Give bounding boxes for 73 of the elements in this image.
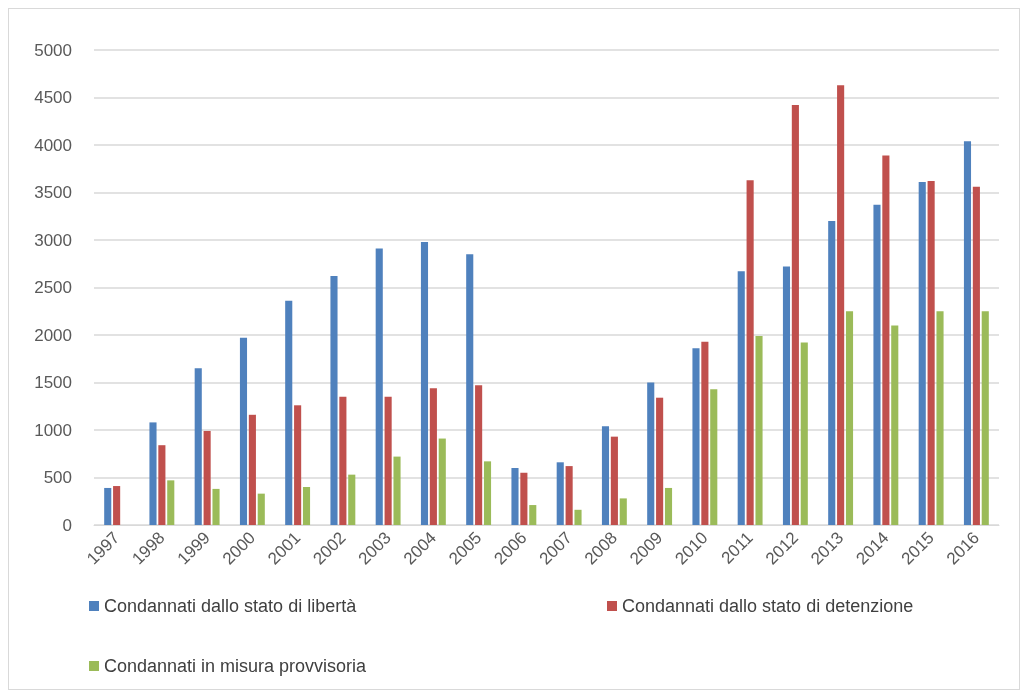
bar bbox=[800, 342, 808, 525]
bar bbox=[529, 505, 537, 525]
bar bbox=[375, 248, 383, 525]
bar bbox=[285, 300, 293, 525]
bar bbox=[664, 487, 673, 525]
bar bbox=[483, 461, 492, 525]
bar bbox=[782, 266, 791, 525]
y-tick-label: 5000 bbox=[34, 40, 72, 60]
bar bbox=[194, 368, 202, 525]
y-tick-label: 3000 bbox=[34, 230, 72, 250]
bar bbox=[791, 105, 799, 525]
bar bbox=[701, 341, 709, 525]
bar bbox=[619, 498, 627, 525]
bar bbox=[710, 389, 718, 525]
bar bbox=[294, 405, 302, 525]
bar bbox=[873, 204, 881, 525]
bar bbox=[429, 388, 437, 525]
bar bbox=[393, 456, 401, 525]
y-tick-label: 4000 bbox=[34, 135, 72, 155]
bar bbox=[755, 335, 763, 525]
y-tick-label: 0 bbox=[62, 515, 72, 535]
bar bbox=[972, 186, 980, 525]
bar bbox=[203, 430, 211, 525]
bar bbox=[574, 509, 582, 525]
bar bbox=[420, 241, 429, 525]
bar bbox=[330, 276, 338, 525]
bar bbox=[936, 311, 944, 525]
bar bbox=[891, 325, 899, 525]
bar bbox=[963, 141, 972, 525]
bar bbox=[257, 493, 265, 525]
bar bbox=[113, 486, 121, 525]
bar bbox=[845, 311, 854, 525]
bar bbox=[656, 397, 664, 525]
bar bbox=[511, 468, 519, 525]
bar bbox=[882, 155, 890, 525]
y-tick-label: 2500 bbox=[34, 278, 72, 297]
bar bbox=[610, 436, 618, 525]
legend-label: Condannati dallo stato di libertà bbox=[104, 596, 358, 616]
bar bbox=[212, 488, 220, 525]
bar bbox=[601, 426, 610, 525]
bar bbox=[438, 438, 446, 525]
y-tick-label: 500 bbox=[43, 468, 72, 487]
bar bbox=[248, 414, 256, 525]
bar bbox=[348, 474, 356, 525]
bar bbox=[302, 487, 311, 525]
bar bbox=[104, 487, 112, 525]
bar bbox=[520, 472, 528, 525]
bar bbox=[692, 348, 700, 525]
bar bbox=[746, 180, 754, 525]
bar bbox=[647, 382, 655, 525]
bar bbox=[828, 221, 836, 525]
bar bbox=[339, 396, 347, 525]
bar bbox=[239, 337, 248, 525]
bar bbox=[556, 462, 564, 525]
bar bbox=[918, 182, 926, 525]
bar bbox=[167, 480, 175, 525]
bar bbox=[927, 181, 935, 525]
bar bbox=[475, 385, 483, 525]
y-tick-label: 4500 bbox=[34, 88, 72, 107]
bar bbox=[981, 311, 989, 525]
y-tick-label: 2000 bbox=[34, 325, 72, 345]
bar bbox=[737, 271, 745, 525]
bar bbox=[565, 466, 573, 525]
bar bbox=[149, 422, 157, 525]
bar bbox=[384, 396, 392, 525]
legend-label: Condannati in misura provvisoria bbox=[104, 656, 368, 676]
bar bbox=[837, 85, 845, 525]
bar bbox=[466, 254, 474, 525]
y-tick-label: 1000 bbox=[34, 420, 72, 440]
legend-label: Condannati dallo stato di detenzione bbox=[622, 596, 914, 616]
y-tick-label: 3500 bbox=[34, 183, 72, 202]
y-tick-label: 1500 bbox=[34, 373, 72, 392]
bar bbox=[158, 445, 166, 525]
